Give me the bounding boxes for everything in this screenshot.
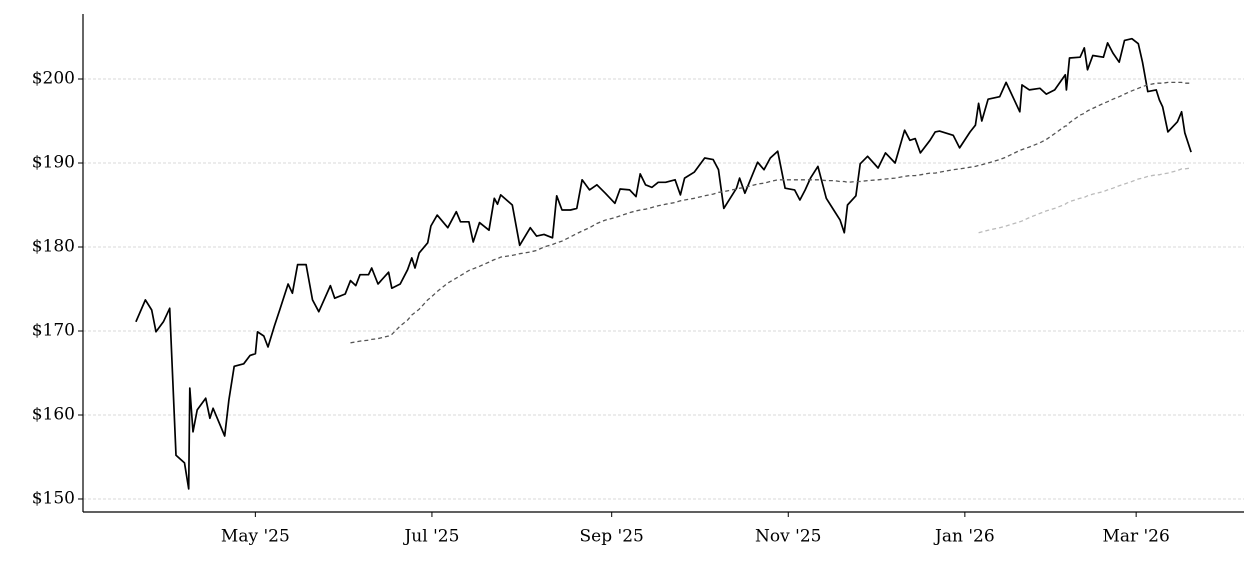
y-tick-label: $150 xyxy=(32,488,75,508)
x-tick-label: Jan '26 xyxy=(933,527,995,547)
y-tick-label: $200 xyxy=(32,69,75,89)
x-tick-label: Nov '25 xyxy=(755,527,821,547)
x-tick-label: Jul '25 xyxy=(402,527,459,547)
y-tick-label: $190 xyxy=(32,153,75,173)
y-tick-label: $160 xyxy=(32,404,75,424)
x-tick-label: Sep '25 xyxy=(580,527,644,547)
series-line xyxy=(135,37,1192,490)
series-line xyxy=(350,81,1192,344)
lines xyxy=(135,37,1192,490)
series-line xyxy=(978,167,1192,234)
x-tick-label: May '25 xyxy=(221,527,290,547)
y-tick-label: $180 xyxy=(32,236,75,256)
grid xyxy=(83,78,1244,500)
y-tick-label: $170 xyxy=(32,320,75,340)
x-tick-label: Mar '26 xyxy=(1102,527,1169,547)
